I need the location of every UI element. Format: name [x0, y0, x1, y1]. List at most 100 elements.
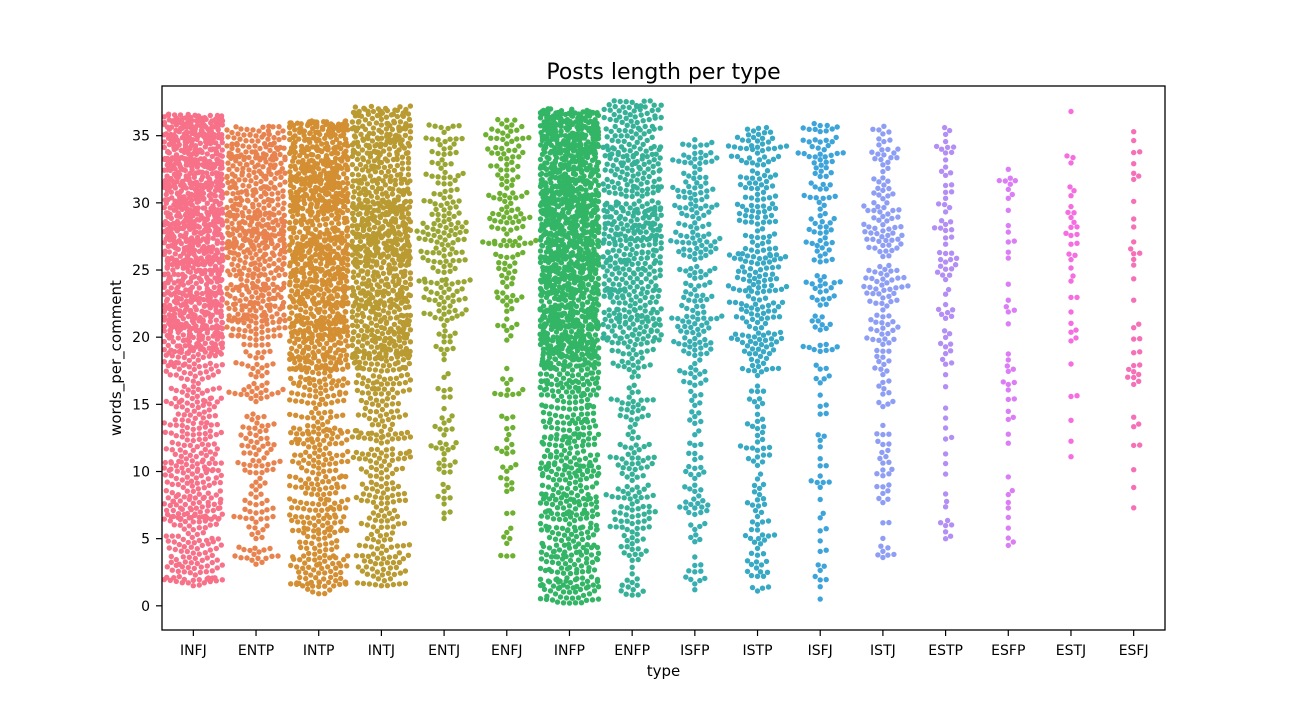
- point-entp: [246, 524, 251, 529]
- point-entp: [248, 439, 253, 444]
- point-infj: [170, 267, 175, 272]
- point-entp: [242, 507, 247, 512]
- point-intj: [350, 252, 355, 257]
- point-infj: [171, 575, 176, 580]
- point-entp: [241, 387, 246, 392]
- point-intj: [408, 136, 413, 141]
- point-enfj: [509, 208, 514, 213]
- point-entj: [443, 259, 448, 264]
- point-intp: [311, 486, 316, 491]
- point-intj: [390, 387, 395, 392]
- point-entp: [233, 124, 238, 129]
- point-infj: [180, 429, 185, 434]
- point-entp: [270, 296, 275, 301]
- point-intj: [385, 518, 390, 523]
- point-infj: [178, 112, 183, 117]
- point-intj: [406, 292, 411, 297]
- point-infj: [186, 387, 191, 392]
- point-intj: [350, 285, 355, 290]
- point-infj: [163, 249, 168, 254]
- point-entp: [276, 325, 281, 330]
- point-infj: [202, 464, 207, 469]
- point-infj: [210, 244, 215, 249]
- point-intp: [329, 540, 334, 545]
- point-entp: [250, 366, 255, 371]
- point-intp: [331, 266, 336, 271]
- point-intj: [371, 231, 376, 236]
- point-infj: [203, 268, 208, 273]
- point-enfj: [510, 449, 515, 454]
- point-intp: [309, 436, 314, 441]
- point-entp: [264, 450, 269, 455]
- point-infj: [186, 468, 191, 473]
- point-entp: [241, 132, 246, 137]
- point-infj: [176, 354, 181, 359]
- point-intp: [332, 530, 337, 535]
- point-enfj: [507, 264, 512, 269]
- point-intp: [324, 227, 329, 232]
- point-intj: [385, 500, 390, 505]
- point-infj: [199, 473, 204, 478]
- point-entj: [443, 225, 448, 230]
- point-intj: [363, 543, 368, 548]
- point-infj: [182, 361, 187, 366]
- point-entj: [422, 277, 427, 282]
- point-intp: [306, 326, 311, 331]
- point-enfj: [496, 266, 501, 271]
- point-entp: [243, 254, 248, 259]
- point-entp: [239, 292, 244, 297]
- point-enfj: [514, 128, 519, 133]
- point-intp: [307, 387, 312, 392]
- point-enfj: [514, 298, 519, 303]
- point-intp: [298, 453, 303, 458]
- point-intj: [380, 434, 385, 439]
- point-infj: [174, 372, 179, 377]
- point-intp: [333, 566, 338, 571]
- point-intj: [399, 313, 404, 318]
- point-entj: [441, 470, 446, 475]
- point-intp: [293, 218, 298, 223]
- point-enfj: [495, 323, 500, 328]
- point-intj: [361, 491, 366, 496]
- point-entp: [255, 556, 260, 561]
- point-entp: [269, 191, 274, 196]
- point-entp: [255, 162, 260, 167]
- point-entj: [447, 205, 452, 210]
- point-infj: [191, 489, 196, 494]
- point-enfj: [495, 226, 500, 231]
- point-entp: [259, 423, 264, 428]
- point-infj: [201, 415, 206, 420]
- point-intj: [380, 331, 385, 336]
- point-intj: [369, 480, 374, 485]
- point-intp: [306, 444, 311, 449]
- point-entj: [441, 406, 446, 411]
- point-intp: [322, 309, 327, 314]
- point-infj: [176, 459, 181, 464]
- point-enfj: [520, 136, 525, 141]
- point-infj: [220, 562, 225, 567]
- point-entp: [253, 536, 258, 541]
- point-intj: [389, 545, 394, 550]
- point-entj: [447, 387, 452, 392]
- point-intj: [397, 498, 402, 503]
- point-entj: [447, 339, 452, 344]
- point-intj: [360, 390, 365, 395]
- point-entp: [247, 132, 252, 137]
- point-intj: [351, 148, 356, 153]
- point-intj: [374, 323, 379, 328]
- point-enfj: [489, 126, 494, 131]
- point-intj: [406, 156, 411, 161]
- point-entj: [432, 424, 437, 429]
- point-intj: [384, 115, 389, 120]
- point-intj: [370, 116, 375, 121]
- point-intj: [392, 572, 397, 577]
- point-entp: [249, 160, 254, 165]
- point-entp: [233, 360, 238, 365]
- point-infj: [185, 400, 190, 405]
- point-intj: [379, 265, 384, 270]
- point-infj: [195, 394, 200, 399]
- point-entp: [224, 205, 229, 210]
- point-entp: [230, 326, 235, 331]
- point-intp: [312, 546, 317, 551]
- point-intj: [350, 239, 355, 244]
